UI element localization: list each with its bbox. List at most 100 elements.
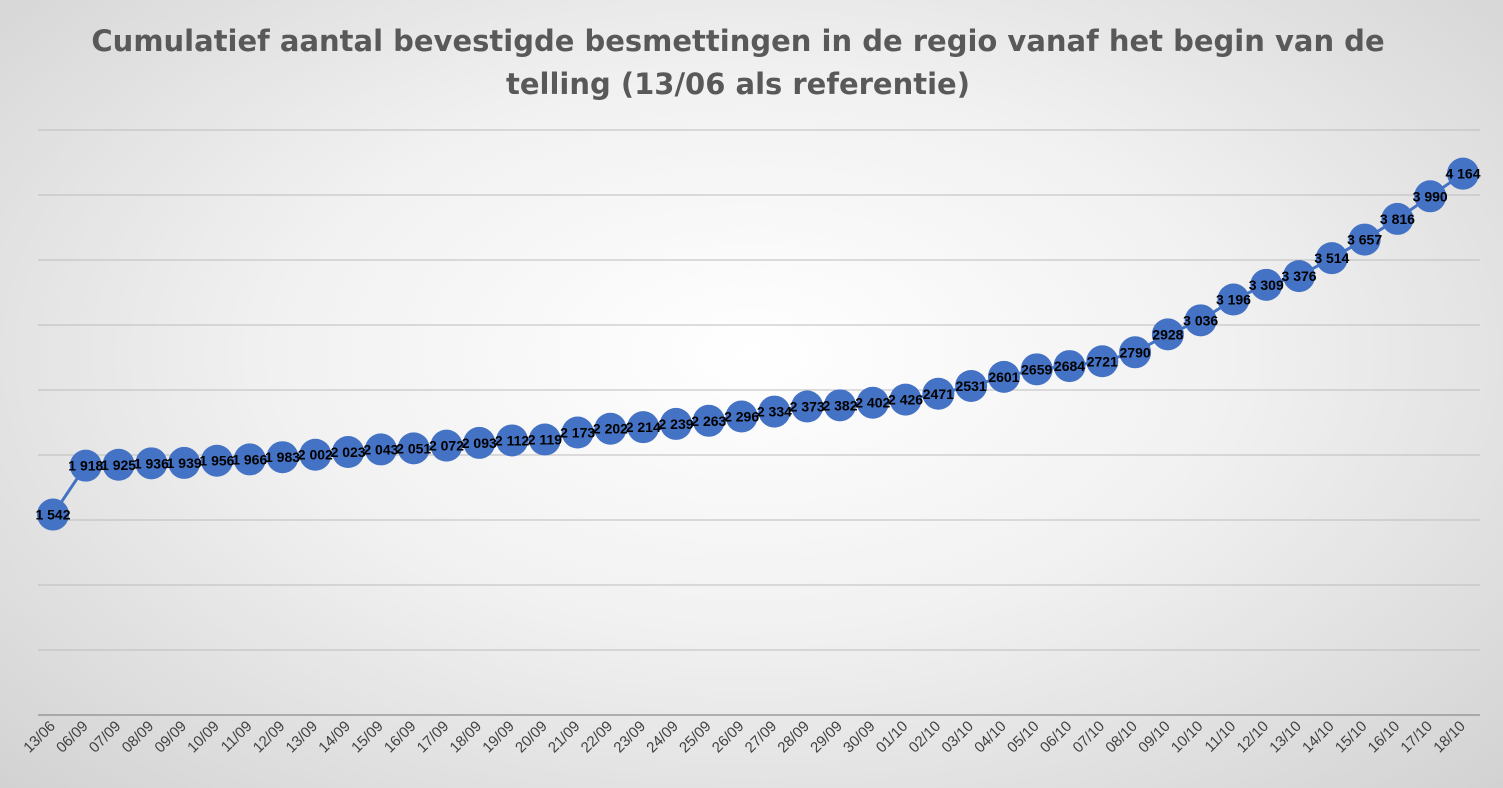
data-point — [1348, 223, 1381, 256]
data-point — [168, 446, 201, 479]
x-tick-label: 03/10 — [938, 718, 977, 757]
data-label: 3 990 — [1413, 188, 1448, 204]
chart-title-line2: telling (13/06 als referentie) — [506, 67, 970, 101]
x-tick-label: 19/09 — [479, 718, 518, 757]
data-label: 3 196 — [1216, 292, 1251, 308]
data-label: 1 936 — [134, 455, 169, 471]
x-tick-label: 13/09 — [283, 718, 322, 757]
data-label: 2 334 — [757, 404, 792, 420]
data-point — [922, 377, 955, 410]
x-tick-label: 15/10 — [1332, 718, 1371, 757]
x-tick-label: 12/09 — [250, 718, 289, 757]
data-point — [528, 423, 561, 456]
data-point — [561, 416, 594, 449]
data-label: 1 925 — [101, 457, 136, 473]
data-label: 2 072 — [429, 438, 464, 454]
data-label: 3 514 — [1314, 250, 1349, 266]
x-tick-label: 09/10 — [1135, 718, 1174, 757]
data-point — [397, 432, 430, 465]
data-point — [266, 441, 299, 474]
data-point — [1315, 242, 1348, 275]
x-tick-label: 08/10 — [1102, 718, 1141, 757]
x-tick-label: 18/09 — [447, 718, 486, 757]
data-label: 2790 — [1120, 344, 1151, 360]
x-tick-label: 25/09 — [676, 718, 715, 757]
data-label: 1 956 — [199, 453, 234, 469]
x-tick-label: 17/10 — [1397, 718, 1436, 757]
x-tick-label: 20/09 — [512, 718, 551, 757]
data-label: 2 202 — [593, 421, 628, 437]
gridlines — [38, 129, 1480, 651]
data-point — [1184, 304, 1217, 337]
x-tick-label: 16/10 — [1365, 718, 1404, 757]
data-point — [889, 383, 922, 416]
data-label: 2 173 — [560, 425, 595, 441]
data-point — [1053, 350, 1086, 383]
x-tick-label: 22/09 — [578, 718, 617, 757]
data-point — [758, 395, 791, 428]
x-tick-label: 11/10 — [1202, 718, 1240, 756]
data-point — [37, 498, 69, 531]
x-tick-label: 17/09 — [414, 718, 453, 757]
data-label: 2601 — [988, 369, 1019, 385]
x-tick-label: 30/09 — [840, 718, 879, 757]
data-label: 2 214 — [626, 419, 661, 435]
data-point — [1381, 202, 1414, 235]
data-label: 2 002 — [298, 447, 333, 463]
data-point — [1283, 260, 1316, 293]
x-tick-label: 09/09 — [151, 718, 190, 757]
data-point — [364, 433, 397, 466]
x-tick-label: 11/09 — [218, 718, 256, 756]
data-label: 3 816 — [1380, 211, 1415, 227]
data-label: 1 939 — [167, 455, 202, 471]
x-tick-label: 15/09 — [348, 718, 387, 757]
x-tick-label: 14/09 — [315, 718, 354, 757]
data-point — [1119, 336, 1152, 369]
data-point — [692, 404, 725, 437]
data-label: 3 036 — [1183, 312, 1218, 328]
data-label: 2 112 — [495, 432, 529, 448]
x-tick-label: 08/09 — [119, 718, 158, 757]
data-label: 2 426 — [888, 392, 923, 408]
data-point — [627, 411, 660, 444]
data-point — [430, 429, 463, 462]
data-point — [987, 360, 1020, 393]
x-tick-label: 28/09 — [774, 718, 813, 757]
data-point — [102, 448, 135, 481]
x-tick-label: 10/09 — [184, 718, 223, 757]
x-tick-label: 16/09 — [381, 718, 420, 757]
x-tick-label: 04/10 — [971, 718, 1010, 757]
data-point — [332, 436, 365, 469]
x-tick-labels: 13/0606/0907/0908/0909/0910/0911/0912/09… — [20, 718, 1469, 757]
data-label: 1 966 — [232, 451, 267, 467]
data-point — [496, 424, 529, 457]
x-tick-label: 14/10 — [1299, 718, 1338, 757]
data-point — [299, 438, 332, 471]
x-tick-label: 07/09 — [86, 718, 125, 757]
data-point — [200, 444, 233, 477]
data-label: 2928 — [1152, 326, 1183, 342]
data-label: 2 051 — [396, 440, 431, 456]
data-point — [725, 400, 758, 433]
data-label: 2 023 — [331, 444, 366, 460]
data-label: 1 918 — [68, 458, 103, 474]
x-tick-label: 01/10 — [873, 718, 912, 757]
data-label: 2 402 — [855, 395, 890, 411]
data-label: 3 657 — [1347, 232, 1382, 248]
data-label: 2 382 — [822, 397, 857, 413]
data-label: 1 542 — [35, 507, 70, 523]
data-label: 2471 — [923, 386, 954, 402]
data-point — [1151, 318, 1184, 351]
data-point — [1086, 345, 1119, 378]
data-point — [660, 407, 693, 440]
data-point — [1447, 157, 1479, 190]
data-label: 2 263 — [691, 413, 726, 429]
series-cumulative — [37, 157, 1479, 531]
data-label: 2 296 — [724, 409, 759, 425]
x-tick-label: 07/10 — [1070, 718, 1109, 757]
x-tick-label: 27/09 — [742, 718, 781, 757]
x-tick-label: 26/09 — [709, 718, 748, 757]
x-tick-label: 13/10 — [1266, 718, 1305, 757]
x-tick-label: 29/09 — [807, 718, 846, 757]
